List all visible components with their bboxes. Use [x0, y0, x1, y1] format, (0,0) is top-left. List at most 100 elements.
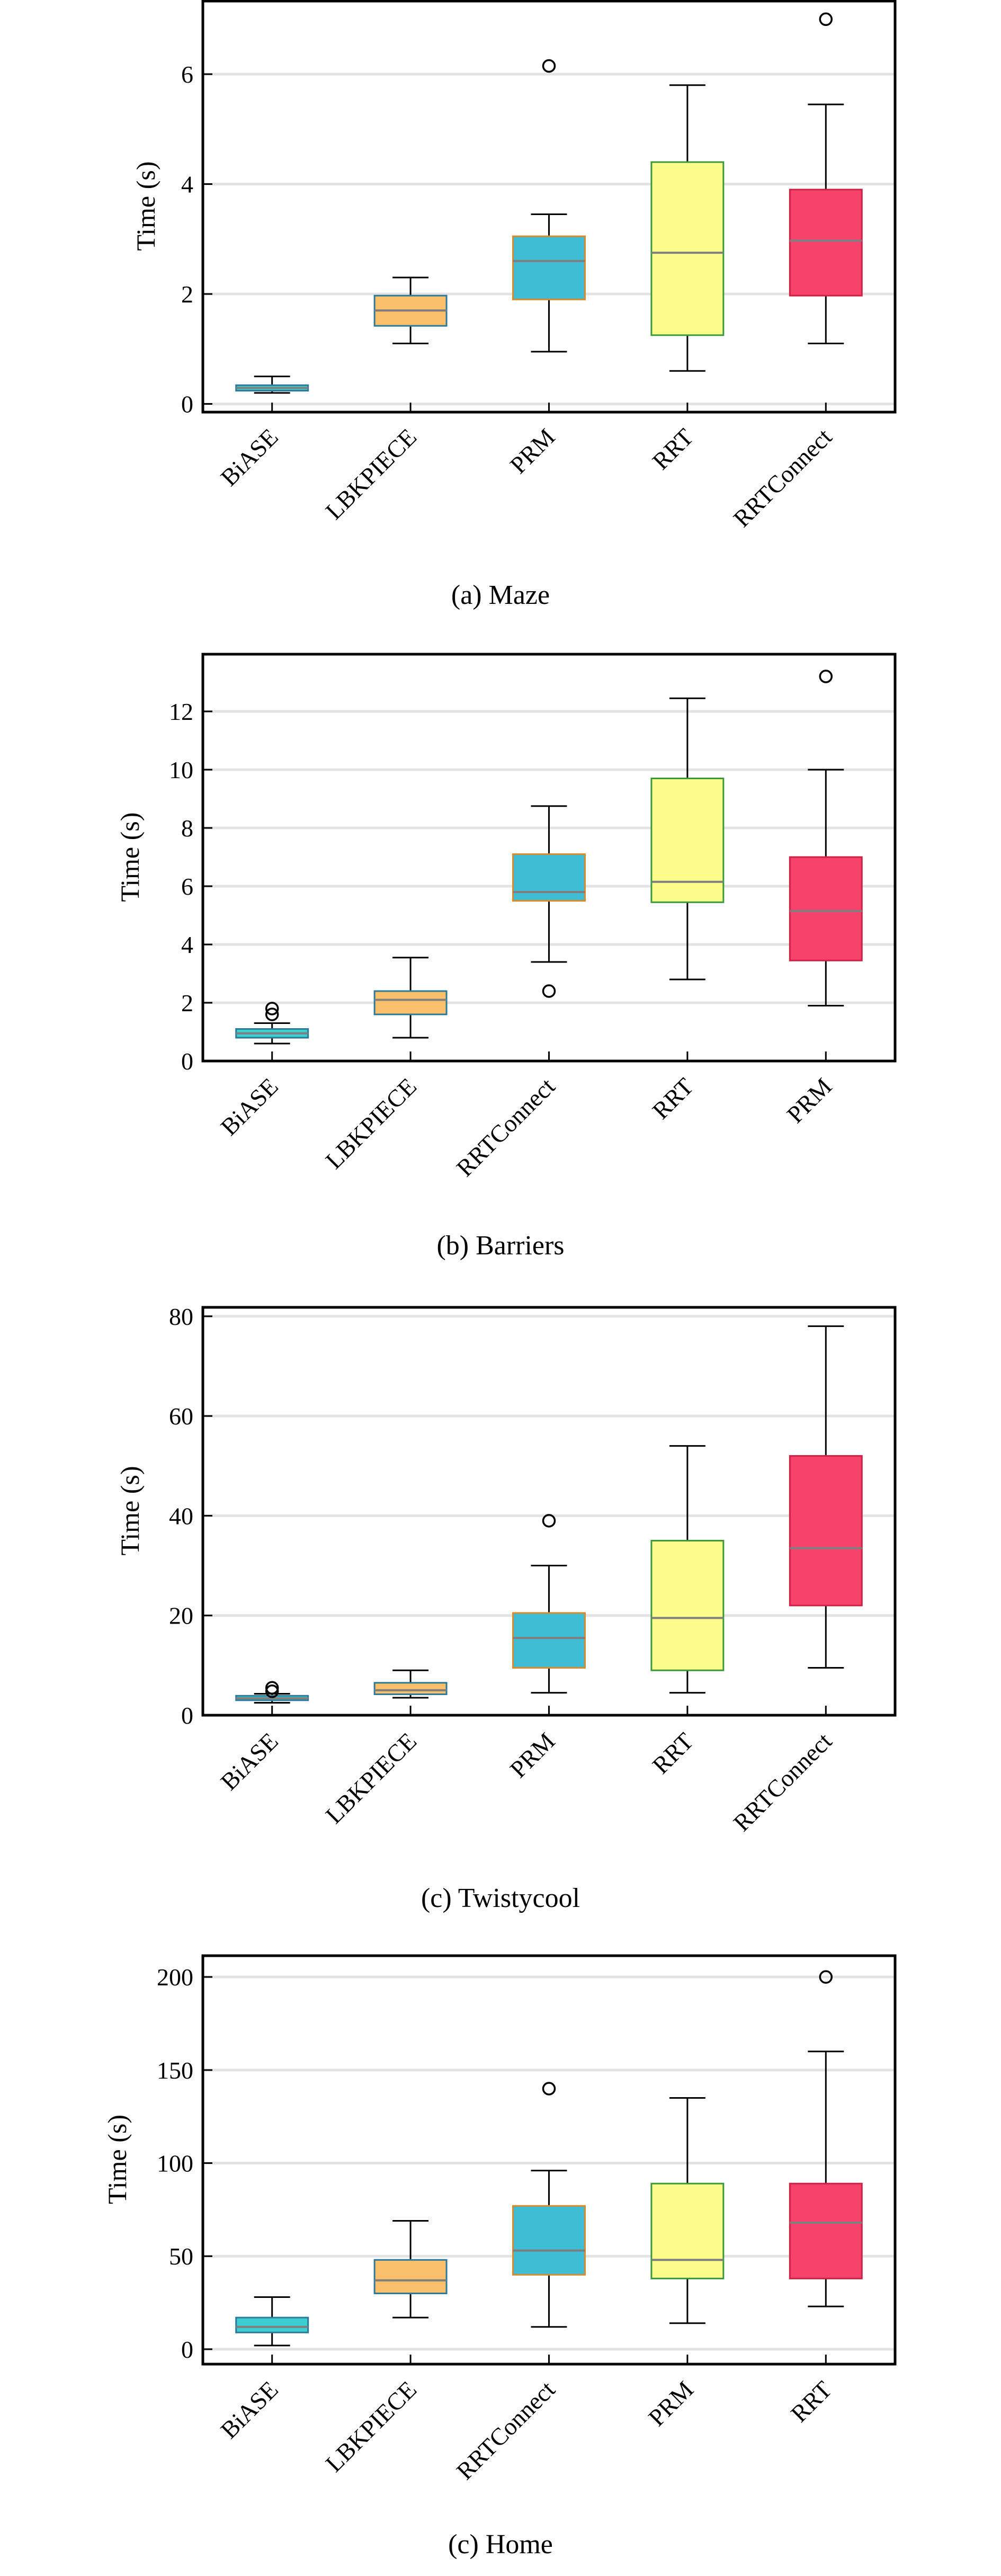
- outlier-0: [819, 12, 833, 26]
- xtick-label-biase: BiASE: [216, 1073, 283, 1140]
- box-body: [373, 2259, 448, 2294]
- box-body: [789, 856, 863, 961]
- box-biase: [235, 1681, 309, 1704]
- outlier-0: [542, 59, 556, 73]
- xtick-label-rrt: RRT: [647, 1727, 699, 1779]
- ytick-label-2: 40: [169, 1502, 193, 1529]
- box-lbkpiece: [373, 2220, 448, 2319]
- chart-panel-2: 0 2 4 6 8 10 12 BiASE LBKPIECE RRTConnect RRT PRM Ti…: [115, 653, 897, 1261]
- ytick-label-4: 200: [157, 1964, 193, 1991]
- ytick-label-3: 150: [157, 2057, 193, 2084]
- ytick-label-1: 2: [181, 990, 193, 1017]
- box-body: [650, 2182, 725, 2279]
- ytick-label-3: 60: [169, 1403, 193, 1430]
- box-body: [650, 1539, 725, 1671]
- box-lbkpiece: [373, 1669, 448, 1699]
- box-rrtconnect: [789, 12, 863, 344]
- box-body: [650, 778, 725, 903]
- xtick-label-lbkpiece: LBKPIECE: [320, 1073, 422, 1174]
- ytick-label-3: 6: [181, 873, 193, 900]
- box-biase: [235, 2296, 309, 2347]
- ytick-label-0: 0: [181, 2336, 193, 2363]
- box-rrtconnect: [512, 805, 586, 998]
- box-body: [512, 853, 586, 902]
- y-axis-title: Time (s): [102, 2115, 132, 2204]
- box-rrt: [789, 1970, 863, 2307]
- box-body: [512, 235, 586, 300]
- xtick-label-lbkpiece: LBKPIECE: [320, 2376, 422, 2477]
- ytick-label-2: 4: [181, 931, 193, 958]
- box-body: [789, 1455, 863, 1607]
- ytick-label-3: 6: [181, 61, 193, 88]
- box-body: [373, 990, 448, 1015]
- xtick-label-prm: PRM: [505, 423, 560, 479]
- box-body: [789, 2182, 863, 2279]
- ytick-label-0: 0: [181, 390, 193, 417]
- ytick-label-6: 12: [169, 698, 193, 725]
- outlier-1: [265, 1681, 279, 1695]
- outlier-0: [542, 984, 556, 998]
- xtick-label-prm: PRM: [643, 2376, 699, 2431]
- box-prm: [650, 2097, 725, 2324]
- xtick-label-prm: PRM: [782, 1073, 837, 1128]
- panel-caption: (b) Barriers: [436, 1231, 564, 1261]
- xtick-label-rrt: RRT: [647, 423, 699, 475]
- box-rrt: [650, 697, 725, 981]
- ytick-label-0: 0: [181, 1702, 193, 1729]
- y-axis-title: Time (s): [115, 1466, 145, 1555]
- xtick-label-prm: PRM: [505, 1727, 560, 1783]
- xtick-label-rrt: RRT: [647, 1073, 699, 1124]
- xtick-label-rrt: RRT: [785, 2376, 837, 2427]
- box-prm: [512, 1514, 586, 1694]
- chart-panel-3: 0 20 40 60 80 BiASE LBKPIECE PRM RRT RRTConnect Ti…: [115, 1303, 897, 1913]
- box-body: [789, 189, 863, 297]
- ytick-label-4: 8: [181, 815, 193, 842]
- box-body: [512, 1612, 586, 1669]
- box-biase: [235, 376, 309, 394]
- xtick-label-biase: BiASE: [216, 2376, 283, 2444]
- xtick-label-rrtconnect: RRTConnect: [728, 423, 837, 532]
- ytick-label-5: 10: [169, 756, 193, 783]
- box-body: [235, 2316, 309, 2333]
- box-rrtconnect: [789, 1325, 863, 1669]
- ytick-label-2: 4: [181, 171, 193, 198]
- chart-panel-4: 0 50 100 150 200 BiASE LBKPIECE RRTConnect PRM RR…: [102, 1954, 897, 2560]
- box-biase: [235, 1002, 309, 1045]
- ytick-label-0: 0: [181, 1048, 193, 1075]
- box-lbkpiece: [373, 277, 448, 344]
- y-axis-title: Time (s): [115, 812, 145, 902]
- box-prm: [512, 59, 586, 353]
- box-rrtconnect: [512, 2082, 586, 2328]
- outlier-0: [542, 2082, 556, 2096]
- xtick-label-biase: BiASE: [216, 1727, 283, 1795]
- box-body: [650, 161, 725, 336]
- ytick-label-2: 100: [157, 2150, 193, 2177]
- ytick-label-1: 20: [169, 1602, 193, 1629]
- ytick-label-4: 80: [169, 1303, 193, 1330]
- outlier-0: [819, 670, 833, 683]
- y-axis-title: Time (s): [131, 161, 160, 251]
- box-body: [373, 1682, 448, 1695]
- ytick-label-1: 2: [181, 281, 193, 308]
- outlier-0: [265, 1684, 279, 1698]
- outlier-0: [819, 1970, 833, 1984]
- box-lbkpiece: [373, 957, 448, 1039]
- panel-caption: (c) Twistycool: [421, 1883, 580, 1913]
- box-rrt: [650, 1445, 725, 1694]
- xtick-label-lbkpiece: LBKPIECE: [320, 423, 422, 524]
- xtick-label-lbkpiece: LBKPIECE: [320, 1727, 422, 1829]
- box-prm: [789, 670, 863, 1006]
- panel-caption: (a) Maze: [451, 580, 550, 610]
- outlier-0: [265, 1008, 279, 1021]
- xtick-label-biase: BiASE: [216, 423, 283, 491]
- box-body: [512, 2205, 586, 2276]
- xtick-label-rrtconnect: RRTConnect: [728, 1727, 837, 1837]
- chart-panel-1: 0 2 4 6 BiASE LBKPIECE PRM RRT RRTConnect Time (s…: [131, 0, 897, 610]
- panel-caption: (c) Home: [448, 2529, 553, 2560]
- ytick-label-1: 50: [169, 2243, 193, 2270]
- outlier-0: [542, 1514, 556, 1528]
- xtick-label-rrtconnect: RRTConnect: [451, 2376, 560, 2485]
- outlier-1: [265, 1002, 279, 1015]
- box-rrt: [650, 84, 725, 372]
